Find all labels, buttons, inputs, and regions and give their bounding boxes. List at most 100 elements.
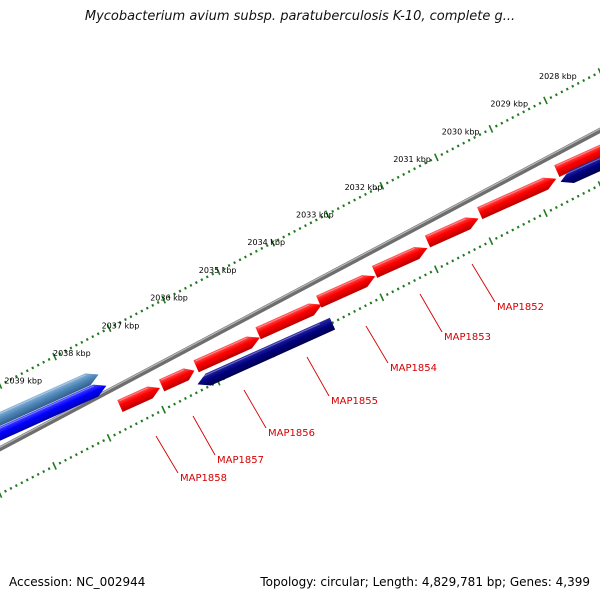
inner-ruler-minor-tick: [445, 262, 449, 266]
outer-ruler-major-tick: [597, 68, 600, 74]
outer-ruler-minor-tick: [522, 110, 526, 114]
forward-gene-arrow[interactable]: [255, 299, 324, 340]
forward-gene-arrow[interactable]: [424, 213, 481, 248]
inner-ruler-minor-tick: [184, 396, 187, 400]
outer-ruler-minor-tick: [549, 96, 553, 100]
inner-ruler-minor-tick: [440, 264, 444, 268]
inner-ruler-minor-tick: [424, 273, 427, 277]
inner-ruler-minor-tick: [374, 298, 378, 302]
outer-ruler-minor-tick: [276, 238, 280, 242]
gene-arrow-steel[interactable]: [0, 369, 101, 432]
outer-ruler-minor-tick: [80, 340, 84, 344]
outer-ruler-minor-tick: [304, 224, 307, 228]
inner-ruler-major-tick: [161, 405, 167, 414]
gene-label[interactable]: MAP1857: [217, 455, 264, 466]
inner-ruler-minor-tick: [129, 425, 133, 429]
inner-ruler-minor-tick: [369, 301, 373, 305]
outer-ruler-minor-tick: [418, 164, 422, 168]
gene-label[interactable]: MAP1853: [444, 332, 491, 343]
outer-ruler-minor-tick: [353, 198, 356, 202]
outer-ruler-minor-tick: [516, 113, 520, 117]
forward-gene-arrow[interactable]: [158, 365, 197, 392]
outer-ruler-minor-tick: [440, 153, 444, 157]
outer-ruler-minor-tick: [178, 289, 182, 293]
inner-ruler-minor-tick: [69, 455, 73, 459]
outer-ruler-minor-tick: [260, 246, 264, 250]
outer-ruler-minor-tick: [74, 343, 78, 347]
outer-ruler-minor-tick: [560, 90, 564, 94]
outer-ruler-minor-tick: [194, 281, 198, 285]
inner-ruler-minor-tick: [140, 419, 144, 423]
outer-ruler-minor-tick: [233, 261, 236, 265]
forward-gene-arrow[interactable]: [117, 382, 162, 412]
inner-ruler-minor-tick: [205, 385, 209, 389]
forward-gene-arrow[interactable]: [193, 332, 262, 373]
outer-ruler-minor-tick: [538, 101, 542, 105]
inner-ruler-major-tick: [597, 181, 600, 187]
inner-ruler-minor-tick: [413, 279, 416, 283]
outer-ruler-minor-tick: [102, 329, 106, 333]
inner-ruler-minor-tick: [36, 472, 40, 476]
outer-ruler-minor-tick: [205, 275, 209, 279]
gene-label[interactable]: MAP1852: [497, 302, 544, 313]
topology-label: Topology: circular; Length: 4,829,781 bp…: [260, 575, 590, 589]
gene-label[interactable]: MAP1858: [180, 473, 227, 484]
outer-ruler-minor-tick: [396, 175, 400, 179]
outer-ruler-minor-tick: [593, 73, 596, 77]
outer-ruler-minor-tick: [347, 201, 351, 205]
inner-ruler-minor-tick: [194, 391, 198, 395]
inner-ruler-minor-tick: [14, 484, 18, 488]
forward-gene-arrow[interactable]: [316, 270, 378, 308]
reverse-gene-arrow[interactable]: [558, 152, 600, 188]
inner-ruler-minor-tick: [582, 191, 586, 195]
kbp-label: 2031 kbp: [393, 155, 431, 164]
gene-leader-line: [306, 356, 330, 397]
gene-label[interactable]: MAP1856: [268, 428, 315, 439]
inner-ruler-minor-tick: [407, 281, 411, 285]
backbone-line: [0, 127, 600, 452]
inner-ruler-minor-tick: [527, 220, 531, 224]
outer-ruler-minor-tick: [69, 346, 73, 350]
gene-label[interactable]: MAP1855: [331, 396, 378, 407]
outer-ruler-minor-tick: [533, 104, 536, 108]
kbp-label: 2039 kbp: [4, 377, 42, 386]
inner-ruler-minor-tick: [42, 470, 46, 474]
gene-layer: [0, 143, 600, 445]
inner-ruler-minor-tick: [31, 475, 35, 479]
gene-label[interactable]: MAP1854: [390, 363, 437, 374]
forward-gene-arrow[interactable]: [477, 173, 559, 220]
inner-ruler-minor-tick: [156, 411, 160, 415]
gene-arrow-blue[interactable]: [0, 380, 109, 445]
outer-ruler-minor-tick: [238, 258, 242, 262]
inner-ruler-minor-tick: [47, 467, 51, 471]
outer-ruler-minor-tick: [58, 352, 62, 356]
inner-ruler-major-tick: [52, 461, 57, 470]
outer-ruler-minor-tick: [369, 190, 373, 194]
inner-ruler-minor-tick: [500, 234, 504, 238]
inner-ruler-minor-tick: [91, 444, 95, 448]
inner-ruler-minor-tick: [358, 307, 362, 311]
outer-ruler-minor-tick: [265, 244, 269, 248]
inner-ruler-minor-tick: [124, 427, 127, 431]
outer-ruler-minor-tick: [124, 318, 127, 322]
inner-ruler-minor-tick: [462, 253, 466, 257]
outer-ruler-minor-tick: [113, 323, 116, 327]
outer-ruler-minor-tick: [189, 283, 193, 287]
outer-ruler-minor-tick: [244, 255, 247, 259]
inner-ruler-minor-tick: [134, 422, 138, 426]
outer-ruler-minor-tick: [64, 349, 67, 353]
outer-ruler-minor-tick: [478, 133, 482, 137]
inner-ruler-minor-tick: [342, 315, 346, 319]
outer-ruler-minor-tick: [429, 158, 433, 162]
gene-leader-line: [192, 415, 216, 456]
outer-ruler-minor-tick: [374, 187, 378, 191]
inner-ruler-minor-tick: [4, 489, 7, 493]
kbp-label: 2034 kbp: [247, 238, 285, 247]
forward-gene-arrow[interactable]: [371, 242, 430, 278]
inner-ruler-minor-tick: [145, 416, 149, 420]
kbp-label: 2037 kbp: [102, 321, 140, 330]
outer-ruler-minor-tick: [456, 144, 460, 148]
outer-ruler-minor-tick: [473, 135, 476, 139]
reverse-gene-arrow[interactable]: [195, 317, 336, 391]
outer-ruler-minor-tick: [129, 315, 133, 319]
